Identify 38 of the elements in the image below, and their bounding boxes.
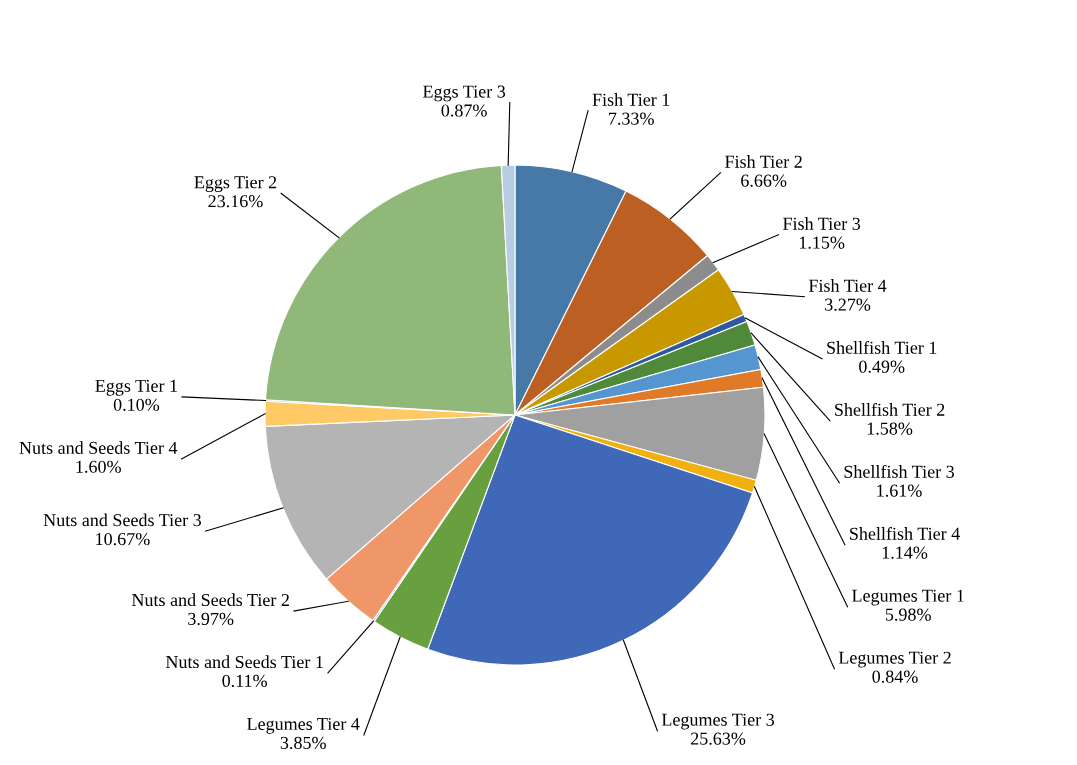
slice-label: Legumes Tier 3 (661, 713, 775, 730)
data-label: 1.60% (76, 460, 121, 473)
data-label: 25.63% (691, 732, 746, 745)
data-label: 0.84% (872, 670, 918, 683)
slice-label: Shellfish Tier 1 (827, 340, 937, 354)
data-label: 6.66% (741, 174, 787, 187)
slice-label: Nuts and Seeds Tier 4 (19, 441, 178, 454)
slice-label: Fish Tier 1 (592, 93, 670, 106)
slice-label: Nuts and Seeds Tier 3 (43, 513, 201, 527)
slice-label: Fish Tier 2 (725, 155, 802, 168)
data-label: 0.49% (859, 360, 905, 373)
data-label: 3.97% (188, 612, 234, 626)
slice-label: Legumes Tier 4 (247, 717, 360, 734)
slice-label: Nuts and Seeds Tier 1 (165, 655, 323, 669)
slice-label: Legumes Tier 1 (852, 589, 964, 606)
slice-label: Nuts and Seeds Tier 2 (131, 593, 289, 607)
slice-label: Eggs Tier 1 (95, 379, 177, 396)
data-label: 1.14% (882, 546, 928, 559)
slice-label: Shellfish Tier 2 (835, 402, 945, 416)
data-label: 0.87% (441, 104, 487, 117)
data-label: 23.16% (208, 195, 263, 208)
slice-label: Fish Tier 3 (783, 217, 861, 230)
slice-label: Fish Tier 4 (808, 279, 887, 292)
data-label: 1.58% (867, 422, 913, 435)
data-label: 0.11% (222, 674, 268, 688)
data-label: 7.33% (609, 112, 654, 125)
data-label: 5.98% (885, 608, 931, 621)
data-label: 1.15% (799, 236, 845, 249)
data-label: 1.61% (877, 484, 922, 497)
data-label: 3.27% (825, 298, 871, 311)
slice-label: Eggs Tier 3 (423, 85, 506, 102)
slice-label: Shellfish Tier 4 (850, 526, 960, 540)
data-label: 10.67% (96, 532, 150, 546)
slice-label: Eggs Tier 2 (194, 176, 277, 193)
slice-label: Shellfish Tier 3 (844, 464, 955, 478)
data-label: 3.85% (280, 736, 326, 750)
slice-label: Legumes Tier 2 (838, 651, 951, 668)
data-label: 0.10% (113, 398, 160, 411)
